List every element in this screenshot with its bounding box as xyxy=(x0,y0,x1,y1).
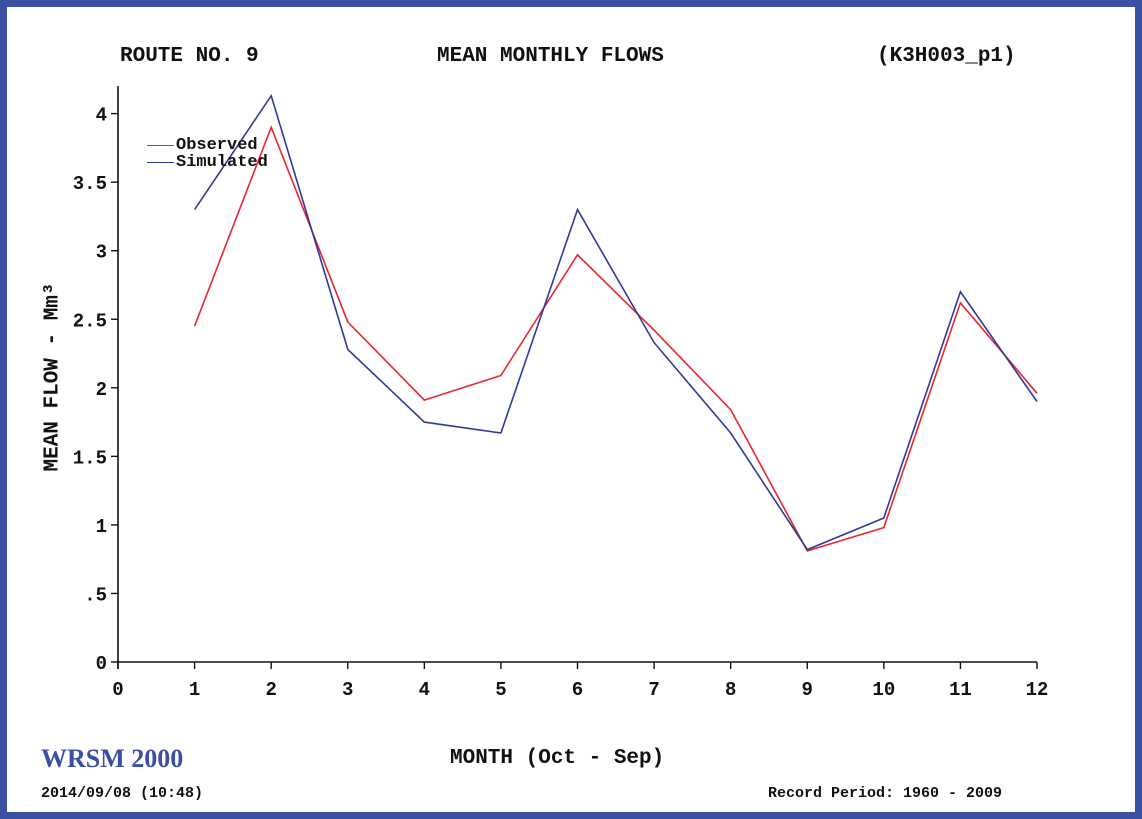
x-tick-label: 4 xyxy=(419,679,430,701)
legend-label-simulated: Simulated xyxy=(176,153,268,172)
line-chart: 0 1 2 3 4 5 6 7 8 9 10 11 120.511.522.533.54 xyxy=(73,86,1049,701)
x-tick-label: 12 xyxy=(1026,679,1049,701)
series-line-simulated xyxy=(193,93,1038,551)
x-tick-label: 3 xyxy=(342,679,353,701)
y-tick-label: 4 xyxy=(96,105,107,127)
y-tick-label: 1.5 xyxy=(73,447,107,469)
run-timestamp: 2014/09/08 (10:48) xyxy=(41,785,204,802)
chart-legend: Observed Simulated xyxy=(147,137,268,171)
route-label: ROUTE NO. 9 xyxy=(120,45,259,68)
chart-title: MEAN MONTHLY FLOWS xyxy=(437,45,664,68)
x-tick-label: 2 xyxy=(265,679,276,701)
x-tick-label: 1 xyxy=(189,679,200,701)
legend-label-observed: Observed xyxy=(176,136,258,155)
x-tick-label: 8 xyxy=(725,679,736,701)
x-tick-label: 5 xyxy=(495,679,506,701)
x-axis-label: MONTH (Oct - Sep) xyxy=(450,747,665,770)
station-code: (K3H003_p1) xyxy=(877,45,1016,68)
legend-item-observed: Observed xyxy=(147,137,268,154)
series-line-observed xyxy=(193,125,1038,552)
y-tick-label: 3.5 xyxy=(73,173,107,195)
software-brand: WRSM 2000 xyxy=(41,744,184,773)
x-tick-label: 9 xyxy=(802,679,813,701)
y-tick-label: 2 xyxy=(96,379,107,401)
y-axis-label: MEAN FLOW - Mm³ xyxy=(41,282,65,472)
y-tick-label: 0 xyxy=(96,653,107,675)
y-tick-label: .5 xyxy=(84,584,107,606)
legend-item-simulated: Simulated xyxy=(147,154,268,171)
x-tick-label: 0 xyxy=(112,679,123,701)
legend-swatch-observed xyxy=(147,145,174,146)
x-tick-label: 10 xyxy=(872,679,895,701)
x-tick-label: 11 xyxy=(949,679,972,701)
record-period: Record Period: 1960 - 2009 xyxy=(768,785,1003,802)
x-tick-label: 6 xyxy=(572,679,583,701)
x-tick-label: 7 xyxy=(648,679,659,701)
y-tick-label: 3 xyxy=(96,242,107,264)
y-tick-label: 2.5 xyxy=(73,310,107,332)
legend-swatch-simulated xyxy=(147,162,174,163)
y-tick-label: 1 xyxy=(96,516,107,538)
